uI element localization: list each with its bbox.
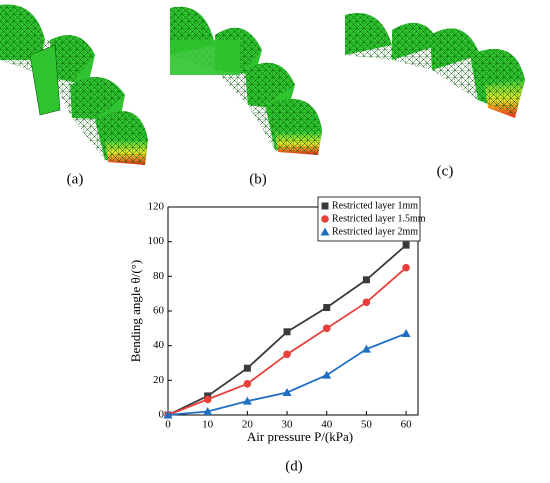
marker xyxy=(401,329,411,338)
marker xyxy=(362,276,370,284)
y-tick-label: 0 xyxy=(159,409,165,421)
marker xyxy=(322,324,331,333)
x-axis-label: Air pressure P/(kPa) xyxy=(247,429,353,444)
legend-box xyxy=(317,196,421,242)
marker xyxy=(283,328,291,336)
caption: (d) xyxy=(285,458,303,474)
x-tick-label: 50 xyxy=(361,419,373,431)
y-tick-label: 80 xyxy=(153,270,165,282)
legend-marker xyxy=(320,227,330,236)
x-tick-label: 10 xyxy=(202,419,214,431)
legend-marker xyxy=(321,202,329,210)
y-tick-label: 60 xyxy=(153,305,165,317)
legend-label: Restricted layer 1.5mm xyxy=(332,213,426,224)
caption: (b) xyxy=(249,171,267,187)
x-tick-label: 0 xyxy=(165,419,171,431)
marker xyxy=(282,387,292,396)
marker xyxy=(163,410,173,419)
x-tick-label: 30 xyxy=(282,419,294,431)
marker xyxy=(322,370,332,379)
marker xyxy=(242,396,252,405)
marker xyxy=(402,241,410,249)
simulation-b xyxy=(170,6,322,156)
y-tick-label: 100 xyxy=(148,235,165,247)
x-tick-label: 40 xyxy=(321,419,333,431)
marker xyxy=(203,407,213,416)
marker xyxy=(283,350,291,359)
y-tick-label: 20 xyxy=(153,374,165,386)
simulation-c xyxy=(345,13,525,118)
caption: (c) xyxy=(437,163,454,179)
marker xyxy=(362,298,371,307)
y-tick-label: 40 xyxy=(153,339,165,351)
marker xyxy=(361,344,371,353)
legend-label: Restricted layer 2mm xyxy=(332,226,418,237)
x-tick-label: 60 xyxy=(401,419,413,431)
legend-label: Restricted layer 1mm xyxy=(332,200,418,211)
legend-marker xyxy=(321,215,329,223)
y-tick-label: 120 xyxy=(148,201,165,213)
marker xyxy=(323,304,331,312)
caption: (a) xyxy=(67,171,84,187)
y-axis-label: Bending angle θ/(°) xyxy=(128,260,143,362)
marker xyxy=(402,263,410,272)
series-line xyxy=(167,332,407,416)
marker xyxy=(243,380,252,388)
marker xyxy=(243,364,251,372)
simulation-a xyxy=(0,4,148,166)
x-tick-label: 20 xyxy=(242,419,254,431)
marker xyxy=(203,395,212,404)
